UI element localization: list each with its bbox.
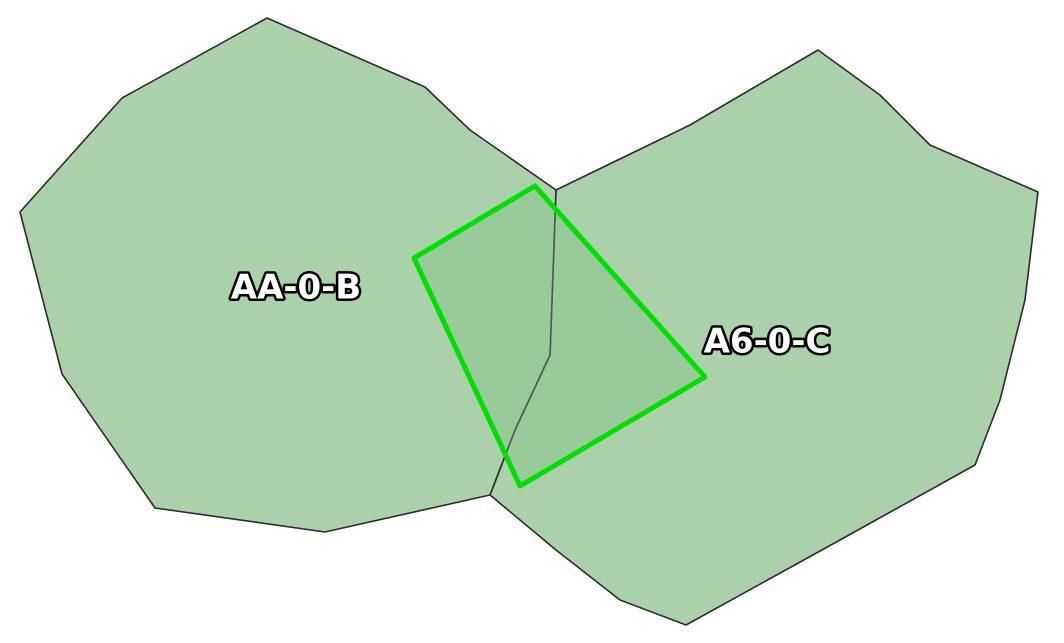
selection-polygon[interactable] (411, 183, 708, 489)
region-label-aa-0-b: AA-0-B (231, 268, 361, 308)
region-aa-0-b[interactable] (19, 17, 557, 533)
region-label-a6-0-c: A6-0-C (704, 322, 831, 362)
